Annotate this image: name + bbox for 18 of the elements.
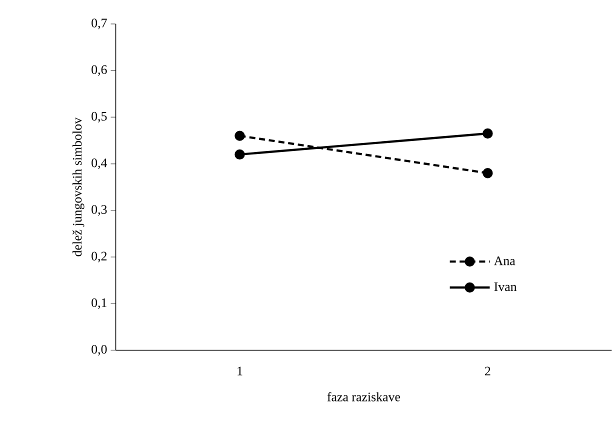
y-tick-label: 0,7	[92, 18, 107, 30]
y-tick-label: 0,6	[92, 65, 107, 76]
y-tick-label: 0,1	[92, 298, 106, 309]
y-tick-label: 0,5	[92, 112, 107, 122]
point	[482, 128, 493, 139]
x-tick-label: 1	[238, 366, 242, 376]
y-tick-label: 0,3	[92, 205, 107, 216]
y-tick-label: 0,4	[92, 158, 108, 170]
legend-label: Ivan	[494, 282, 517, 292]
x-tick-label: 2	[485, 366, 490, 376]
x-axis-title: faza raziskave	[327, 392, 400, 402]
y-tick-label: 0,2	[92, 252, 107, 262]
point	[234, 149, 245, 160]
point	[234, 130, 245, 141]
y-axis-title: delež jungovskih simbolov	[72, 117, 84, 256]
point	[482, 168, 493, 178]
y-tick-label: 0,0	[92, 344, 107, 356]
legend-label: Ana	[494, 256, 516, 266]
